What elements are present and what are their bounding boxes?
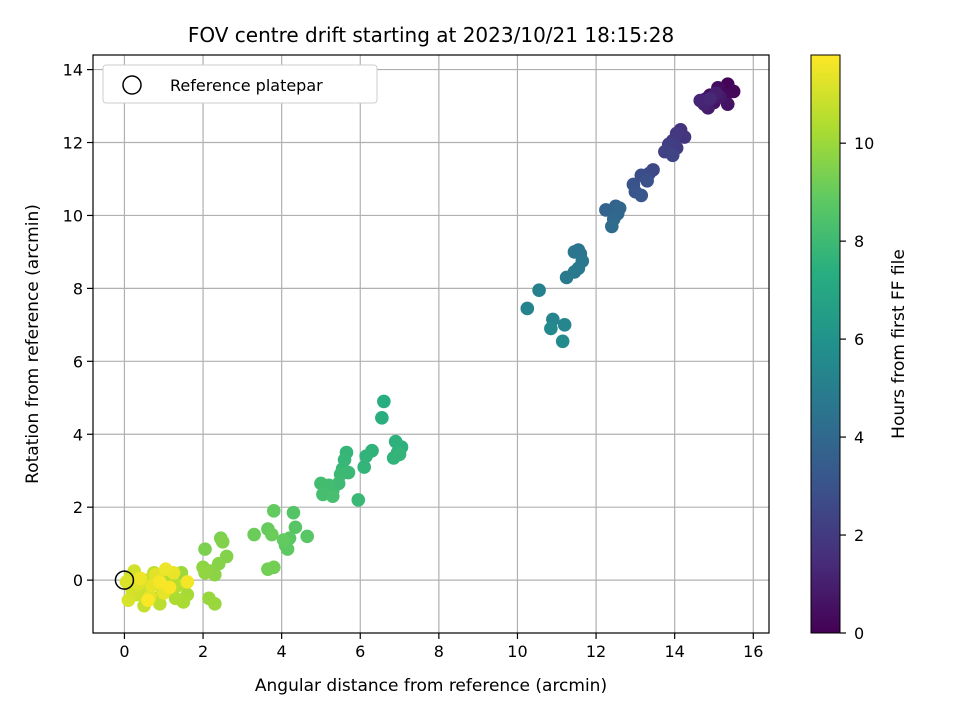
legend-marker-icon: [122, 75, 142, 95]
colorbar-gradient: [810, 54, 841, 634]
colorbar-label: Hours from first FF file: [889, 249, 909, 439]
colorbar-tick-label: 0: [854, 624, 864, 643]
data-point: [314, 476, 328, 491]
data-point: [599, 203, 613, 217]
data-point: [612, 201, 627, 215]
data-point: [153, 597, 167, 611]
data-point: [198, 542, 212, 556]
data-point: [665, 148, 680, 163]
legend: Reference platepar: [102, 64, 378, 104]
colorbar-tick-label: 4: [854, 428, 864, 447]
x-tick-label: 10: [507, 642, 527, 661]
data-point: [351, 493, 366, 507]
data-point: [559, 270, 574, 285]
data-point: [208, 597, 222, 611]
y-tick-label: 12: [63, 134, 83, 153]
x-tick-label: 0: [119, 642, 129, 661]
colorbar-tick-label: 2: [854, 526, 864, 545]
data-point: [604, 219, 619, 234]
data-point: [357, 460, 371, 474]
data-point: [180, 575, 195, 589]
x-tick-label: 12: [586, 642, 606, 661]
data-point: [557, 318, 572, 332]
colorbar-tick-label: 10: [854, 134, 874, 153]
x-tick-label: 14: [664, 642, 684, 661]
data-point: [198, 566, 212, 580]
colorbar: 0 2 4 6 8 10 Hours from first FF file: [810, 54, 909, 643]
data-point: [119, 575, 134, 589]
reference-platepar-marker: [114, 570, 135, 590]
data-point: [703, 91, 717, 106]
data-point: [215, 535, 230, 549]
colorbar-tick-label: 8: [854, 232, 864, 251]
data-point: [359, 449, 373, 463]
y-tick-label: 8: [73, 279, 83, 298]
data-point: [265, 527, 279, 542]
y-tick-label: 6: [73, 352, 83, 371]
data-point: [520, 301, 535, 316]
colorbar-ticks: 0 2 4 6 8 10: [840, 134, 874, 643]
plot-frame: [92, 54, 770, 634]
x-tick-label: 2: [198, 642, 208, 661]
data-point: [392, 447, 407, 462]
x-axis-ticks: 0 2 4 6 8 10 12 14 16: [119, 633, 763, 661]
chart-title: FOV centre drift starting at 2023/10/21 …: [188, 23, 674, 47]
data-point: [555, 334, 570, 349]
data-point: [377, 394, 391, 409]
y-axis-label: Rotation from reference (arcmin): [23, 204, 43, 484]
y-axis-ticks: 0 2 4 6 8 10 12 14: [63, 61, 93, 590]
x-tick-label: 4: [277, 642, 287, 661]
data-point: [300, 529, 314, 544]
data-point: [158, 562, 173, 576]
y-tick-label: 2: [73, 498, 83, 517]
y-tick-label: 10: [63, 206, 83, 225]
data-point: [544, 321, 558, 336]
data-point: [141, 593, 155, 607]
y-tick-label: 0: [73, 571, 83, 590]
x-tick-label: 6: [355, 642, 365, 661]
data-point: [266, 504, 281, 518]
data-point: [634, 188, 649, 203]
data-points: [119, 77, 741, 613]
legend-box: [102, 64, 378, 104]
data-point: [375, 411, 389, 425]
colorbar-tick-label: 6: [854, 330, 864, 349]
data-point: [532, 283, 546, 298]
data-point: [266, 560, 281, 575]
x-axis-label: Angular distance from reference (arcmin): [255, 676, 607, 696]
data-point: [288, 520, 303, 535]
x-tick-label: 16: [743, 642, 763, 661]
data-point: [640, 174, 654, 188]
data-point: [133, 571, 147, 586]
legend-entry-reference: Reference platepar: [170, 76, 323, 95]
data-point: [276, 533, 291, 547]
y-tick-label: 4: [73, 425, 83, 444]
data-point: [388, 434, 403, 449]
data-point: [286, 505, 301, 520]
grid-lines: [93, 55, 769, 633]
data-point: [247, 527, 261, 542]
data-point: [121, 593, 136, 607]
data-point: [162, 580, 177, 595]
data-point: [325, 489, 340, 504]
x-tick-label: 8: [434, 642, 444, 661]
y-tick-label: 14: [63, 61, 83, 80]
